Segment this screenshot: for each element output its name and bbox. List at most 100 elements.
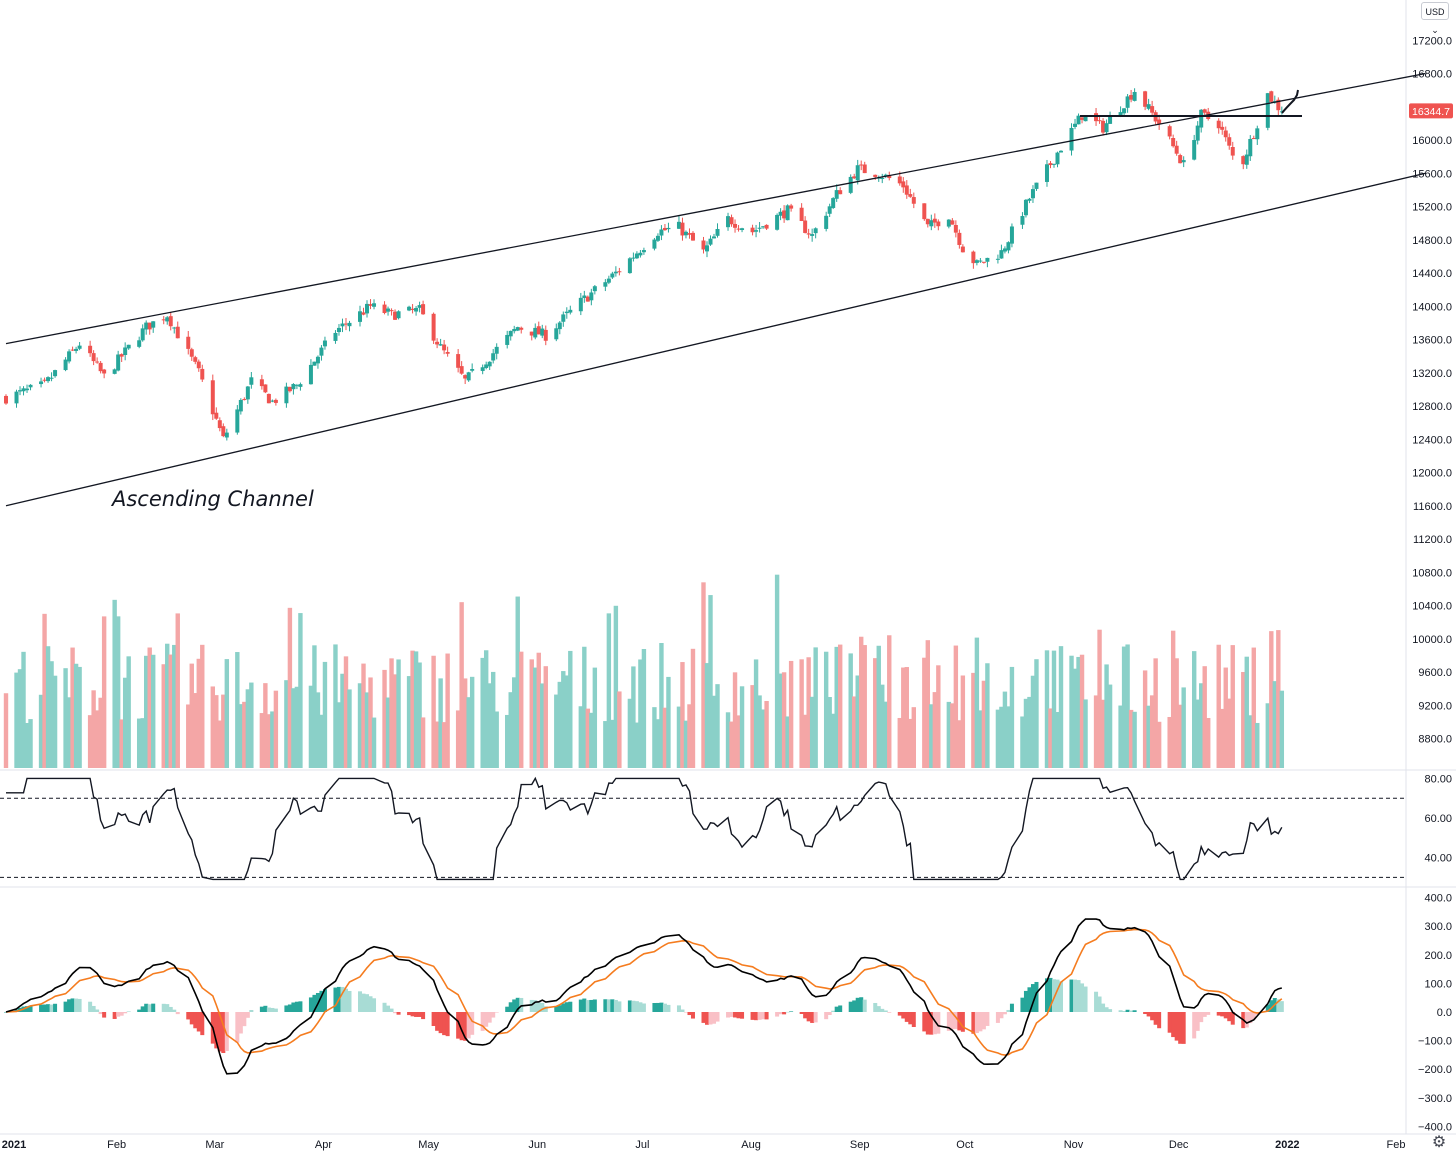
candle-body <box>123 347 128 356</box>
volume-bar <box>606 613 612 768</box>
candle-body <box>838 190 843 195</box>
candle-body <box>459 366 464 374</box>
macd-histogram-bar <box>4 1012 8 1013</box>
volume-bar <box>242 701 247 768</box>
volume-bar <box>17 669 23 768</box>
candle-body <box>49 377 54 379</box>
price-tick-label: 12400.0 <box>1412 434 1452 446</box>
volume-bar <box>45 646 51 768</box>
candle-body <box>1080 117 1085 120</box>
candle-body <box>1167 126 1172 137</box>
macd-histogram-bar <box>827 1012 832 1016</box>
candle-body <box>936 221 941 227</box>
projection-arrow[interactable] <box>1281 89 1299 114</box>
volume-bar <box>676 706 682 768</box>
candle-body <box>985 257 990 262</box>
volume-bar <box>336 702 342 768</box>
price-axis[interactable]: 17200.016800.016400.016000.015600.015200… <box>1412 35 1452 745</box>
macd-histogram-bar <box>946 1012 951 1031</box>
candle-body <box>925 218 930 225</box>
candle-body <box>445 351 450 354</box>
macd-histogram-bar <box>848 1001 853 1012</box>
price-tick-label: 9200.0 <box>1418 700 1452 712</box>
macd-histogram-bar <box>410 1012 415 1017</box>
candle-body <box>1020 216 1025 225</box>
candle-body <box>810 234 815 236</box>
channel-lower-line[interactable] <box>5 172 1426 507</box>
volume-bar <box>147 647 152 768</box>
candle-body <box>806 233 811 235</box>
macd-histogram-bar <box>1122 1010 1127 1012</box>
candle-body <box>193 357 198 362</box>
candle-body <box>291 384 296 390</box>
candle-body <box>1108 116 1113 124</box>
candle-body <box>592 286 597 292</box>
macd-histogram-bar <box>901 1012 906 1019</box>
volume-bar <box>950 703 955 768</box>
macd-histogram-bar <box>273 1008 278 1012</box>
candle-body <box>680 222 685 236</box>
macd-tick-label: −200.0 <box>1418 1064 1452 1076</box>
macd-histogram-bar <box>126 1011 131 1012</box>
volume-bar <box>175 613 180 768</box>
gear-icon[interactable]: ⚙ <box>1431 1134 1447 1151</box>
volume-bar <box>922 657 927 768</box>
macd-histogram-bar <box>662 1003 667 1012</box>
volume-bar <box>701 582 706 768</box>
volume-bar <box>901 667 906 768</box>
time-axis[interactable]: 2021 Feb Mar Apr May Jun Jul Aug Sep Oct Nov Dec 202… <box>2 1139 1406 1151</box>
candle-body <box>1241 156 1246 165</box>
volume-bar <box>708 595 713 768</box>
volume-bar <box>971 672 976 768</box>
macd-histogram-bar <box>1101 1003 1106 1012</box>
macd-histogram-bar <box>119 1012 124 1016</box>
macd-histogram-bar <box>1073 979 1078 1012</box>
macd-histogram-bar <box>39 1004 44 1012</box>
volume-bar <box>880 684 885 768</box>
candle-body <box>904 185 909 195</box>
volume-bar <box>946 701 952 768</box>
macd-histogram-bar <box>1216 1012 1221 1016</box>
time-tick-label: Dec <box>1169 1139 1189 1151</box>
macd-histogram-bar <box>1132 1010 1137 1012</box>
volume-bar <box>186 704 191 768</box>
candle-body <box>1202 109 1207 113</box>
volume-bar <box>582 646 587 768</box>
volume-bar <box>1153 658 1158 768</box>
volume-bar <box>862 645 867 768</box>
candle-body <box>1150 106 1155 113</box>
volume-bar <box>38 694 44 768</box>
price-tick-label: 14000.0 <box>1412 301 1452 313</box>
candle-body <box>1216 120 1221 129</box>
macd-histogram-bar <box>95 1009 100 1012</box>
candle-body <box>999 250 1004 259</box>
macd-histogram-bar <box>287 1004 292 1012</box>
macd-histogram-bar <box>529 999 534 1012</box>
macd-signal-line <box>5 928 1283 1056</box>
macd-histogram-bar <box>726 1012 731 1018</box>
volume-bar <box>161 664 166 768</box>
volume-bar <box>711 695 717 768</box>
time-tick-label: Mar <box>205 1139 224 1151</box>
volume-bar <box>641 648 647 768</box>
candle-body <box>782 210 787 219</box>
volume-bar <box>77 666 82 768</box>
ascending-channel[interactable] <box>5 72 1426 507</box>
macd-histogram-bar <box>368 996 373 1012</box>
candle-body <box>634 253 639 259</box>
currency-selector[interactable]: USD ⌄ <box>1421 2 1449 35</box>
candle-body <box>813 228 818 234</box>
volume-bar <box>413 651 419 768</box>
candle-body <box>172 327 177 329</box>
macd-histogram-bar <box>764 1012 769 1020</box>
macd-histogram-bar <box>533 1000 538 1012</box>
macd-histogram-bar <box>1206 1012 1211 1015</box>
macd-histogram-bar <box>761 1012 766 1020</box>
candle-body <box>929 220 934 227</box>
channel-upper-line[interactable] <box>5 72 1426 345</box>
macd-histogram-bar <box>137 1009 142 1012</box>
macd-histogram-bar <box>91 1005 96 1012</box>
volume-bar <box>852 696 857 768</box>
